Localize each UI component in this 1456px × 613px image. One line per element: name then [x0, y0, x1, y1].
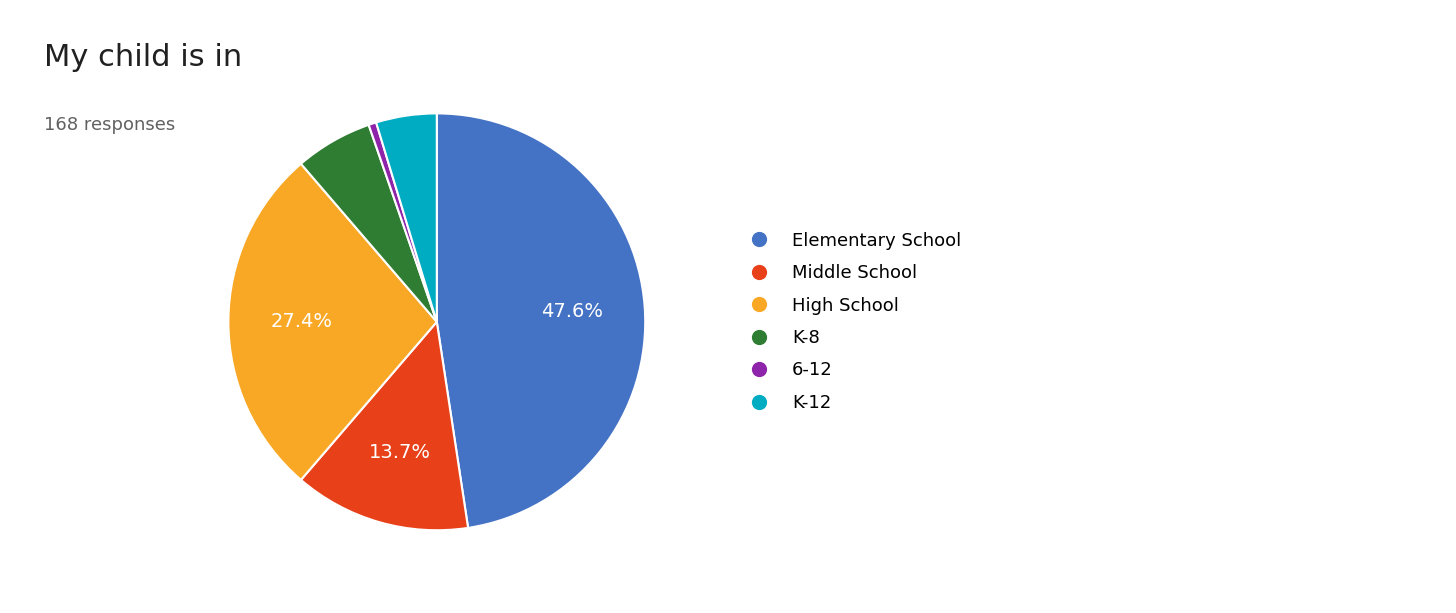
Wedge shape — [376, 113, 437, 322]
Wedge shape — [301, 322, 469, 530]
Wedge shape — [229, 164, 437, 480]
Wedge shape — [437, 113, 645, 528]
Text: 47.6%: 47.6% — [540, 302, 603, 321]
Wedge shape — [301, 125, 437, 322]
Text: 27.4%: 27.4% — [271, 313, 332, 331]
Text: My child is in: My child is in — [44, 43, 242, 72]
Legend: Elementary School, Middle School, High School, K-8, 6-12, K-12: Elementary School, Middle School, High S… — [732, 223, 970, 421]
Text: 168 responses: 168 responses — [44, 116, 175, 134]
Wedge shape — [368, 123, 437, 322]
Text: 13.7%: 13.7% — [368, 443, 431, 462]
